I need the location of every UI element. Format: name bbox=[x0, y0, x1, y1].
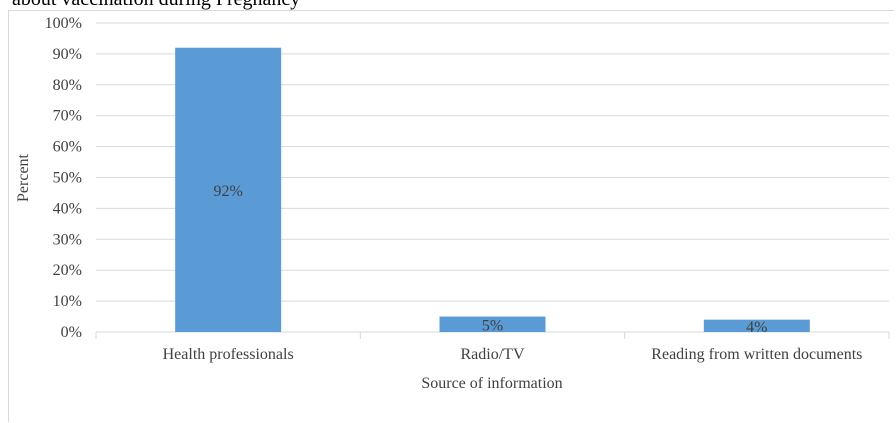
data-label-2: 5% bbox=[482, 317, 503, 334]
y-tick-label: 60% bbox=[53, 139, 82, 156]
x-tick-label-3: Reading from written documents bbox=[651, 346, 862, 363]
y-axis-tick-labels: 0% 10% 20% 30% 40% 50% 60% 70% 80% 90% 100% bbox=[45, 15, 82, 341]
data-label-1: 92% bbox=[214, 183, 243, 200]
y-tick-label: 50% bbox=[53, 170, 82, 187]
y-tick-label: 10% bbox=[53, 293, 82, 310]
x-tick-label-1: Health professionals bbox=[163, 346, 294, 363]
y-tick-label: 0% bbox=[61, 324, 82, 341]
y-tick-label: 100% bbox=[45, 15, 82, 32]
bar-3 bbox=[703, 319, 810, 332]
x-axis-title: Source of information bbox=[421, 375, 562, 392]
y-axis-title: Percent bbox=[15, 153, 32, 202]
bar-1 bbox=[175, 47, 282, 332]
data-label-3: 4% bbox=[746, 319, 767, 336]
caption-fragment: about vaccination during Pregnancy bbox=[12, 0, 300, 11]
x-tick-label-2: Radio/TV bbox=[461, 346, 525, 363]
y-tick-label: 90% bbox=[53, 46, 82, 63]
y-tick-label: 20% bbox=[53, 262, 82, 279]
y-tick-label: 30% bbox=[53, 231, 82, 248]
y-tick-label: 70% bbox=[53, 108, 82, 125]
chart-frame bbox=[8, 10, 894, 422]
y-tick-label: 80% bbox=[53, 77, 82, 94]
bars: 92% 5% 4% bbox=[175, 47, 810, 336]
x-axis-tick-labels: Health professionals Radio/TV Reading from… bbox=[163, 346, 863, 363]
bar-2 bbox=[439, 316, 546, 332]
y-tick-label: 40% bbox=[53, 200, 82, 217]
